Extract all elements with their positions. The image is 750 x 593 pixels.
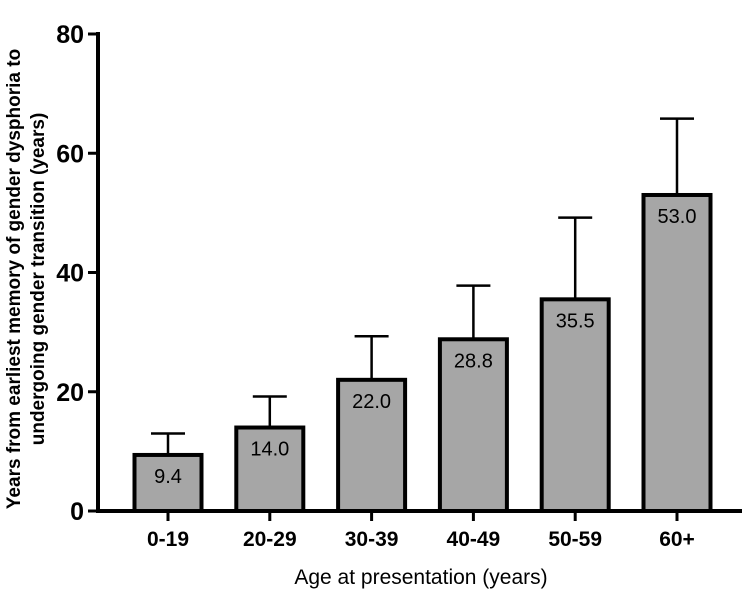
x-tick-label-30-39: 30-39 <box>345 528 399 551</box>
data-label-30-39: 22.0 <box>352 391 391 413</box>
y-axis-title-line-1: Years from earliest memory of gender dys… <box>4 49 25 509</box>
data-label-60+: 53.0 <box>658 206 697 228</box>
y-tick-label-60: 60 <box>56 140 84 168</box>
bar-40-49 <box>437 337 509 513</box>
y-tick-label-20: 20 <box>56 379 84 407</box>
x-tick-label-20-29: 20-29 <box>243 528 297 551</box>
y-tick-label-0: 0 <box>70 498 84 526</box>
x-tick-label-50-59: 50-59 <box>548 528 602 551</box>
y-tick-label-40: 40 <box>56 260 84 288</box>
x-tick-label-40-49: 40-49 <box>447 528 501 551</box>
x-tick-label-60+: 60+ <box>659 528 695 551</box>
data-label-20-29: 14.0 <box>250 439 289 461</box>
x-tick-label-0-19: 0-19 <box>147 528 189 551</box>
y-tick-label-80: 80 <box>56 21 84 49</box>
data-label-0-19: 9.4 <box>154 466 182 488</box>
y-axis-title: Years from earliest memory of gender dys… <box>4 49 49 509</box>
data-label-50-59: 35.5 <box>556 310 595 332</box>
data-label-40-49: 28.8 <box>454 350 493 372</box>
x-axis-title: Age at presentation (years) <box>294 566 547 589</box>
bar-60+ <box>641 192 713 514</box>
y-axis-title-line-2: undergoing gender transition (years) <box>28 113 49 446</box>
